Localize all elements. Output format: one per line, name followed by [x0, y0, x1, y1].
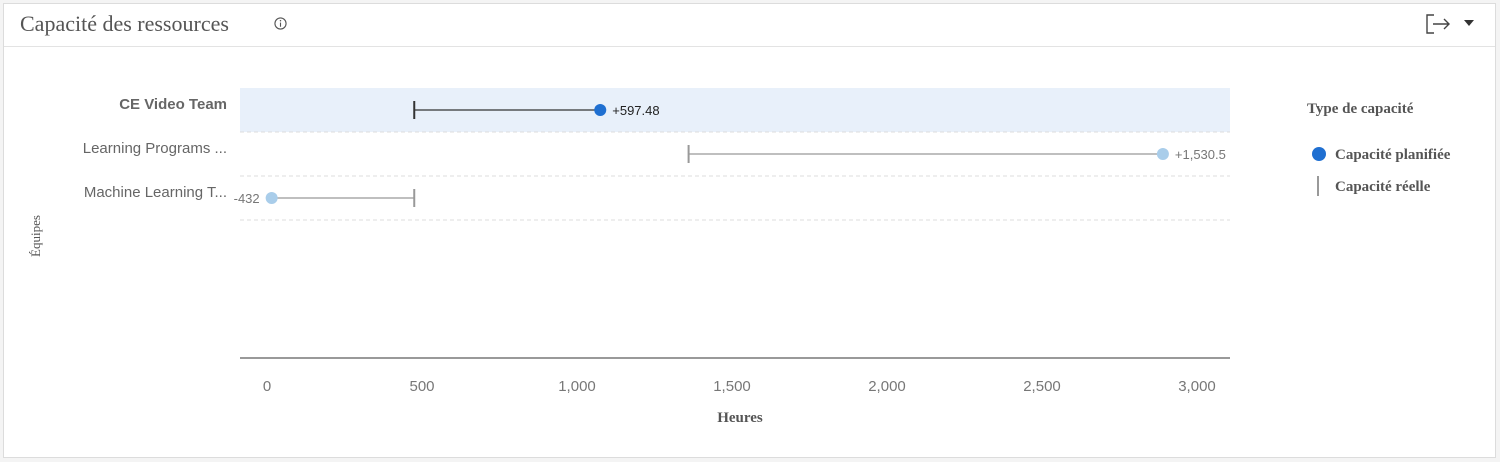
team-row[interactable]: Machine Learning T... -432 — [84, 184, 1230, 221]
team-label[interactable]: Learning Programs ... — [83, 140, 227, 157]
difference-label: +1,530.5 — [1175, 147, 1226, 162]
legend: Type de capacité Capacité planifiée Capa… — [1307, 101, 1451, 196]
panel-header: Capacité des ressources — [4, 4, 1495, 47]
y-axis-label: Équipes — [28, 215, 43, 257]
legend-actual-label: Capacité réelle — [1335, 179, 1431, 195]
export-icon[interactable] — [1424, 12, 1452, 36]
team-row[interactable]: CE Video Team +597.48 — [119, 88, 1230, 133]
team-label[interactable]: CE Video Team — [119, 96, 227, 113]
legend-planned-marker — [1312, 147, 1326, 161]
x-tick-label: 2,000 — [868, 378, 906, 395]
x-tick-label: 2,500 — [1023, 378, 1061, 395]
team-row[interactable]: Learning Programs ... +1,530.5 — [83, 140, 1230, 177]
x-tick-label: 1,000 — [558, 378, 596, 395]
row-highlight — [240, 88, 1230, 132]
difference-label: -432 — [234, 191, 260, 206]
x-tick-label: 0 — [263, 378, 271, 395]
planned-capacity-marker[interactable] — [1156, 148, 1169, 160]
legend-title: Type de capacité — [1307, 101, 1414, 117]
difference-label: +597.48 — [612, 103, 659, 118]
planned-capacity-marker[interactable] — [594, 104, 607, 116]
x-tick-label: 1,500 — [713, 378, 751, 395]
x-tick-label: 500 — [409, 378, 434, 395]
team-label[interactable]: Machine Learning T... — [84, 184, 227, 201]
x-axis-label: Heures — [717, 410, 763, 426]
resource-capacity-panel: Capacité des ressources Équipes Heures 0… — [3, 3, 1496, 458]
info-icon[interactable] — [274, 17, 287, 30]
x-axis-ticks: 0 500 1,000 1,500 2,000 2,500 3,000 — [263, 378, 1216, 395]
capacity-chart: Équipes Heures 0 500 1,000 1,500 2,000 2,500 3… — [28, 88, 1451, 426]
panel-title: Capacité des ressources — [20, 11, 229, 36]
legend-planned-label: Capacité planifiée — [1335, 147, 1451, 163]
chevron-down-icon[interactable] — [1462, 16, 1476, 30]
planned-capacity-marker[interactable] — [265, 192, 278, 204]
x-tick-label: 3,000 — [1178, 378, 1216, 395]
chart-rows: CE Video Team +597.48 Learning Programs ..… — [83, 88, 1230, 221]
